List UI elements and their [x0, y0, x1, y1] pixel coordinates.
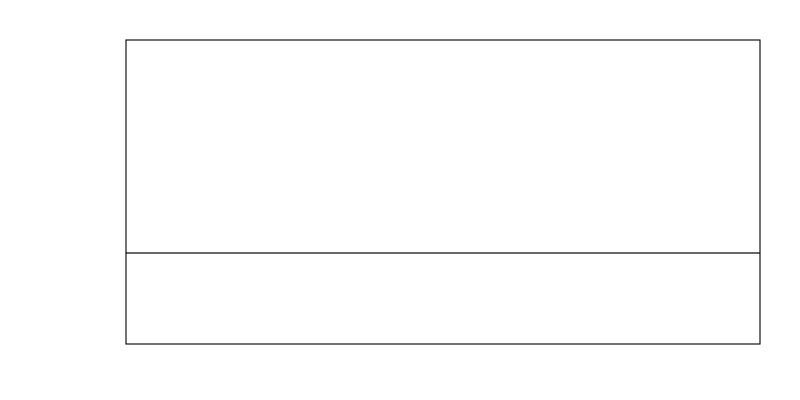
error-panel — [125, 252, 761, 345]
error-axes-frame — [125, 252, 761, 345]
